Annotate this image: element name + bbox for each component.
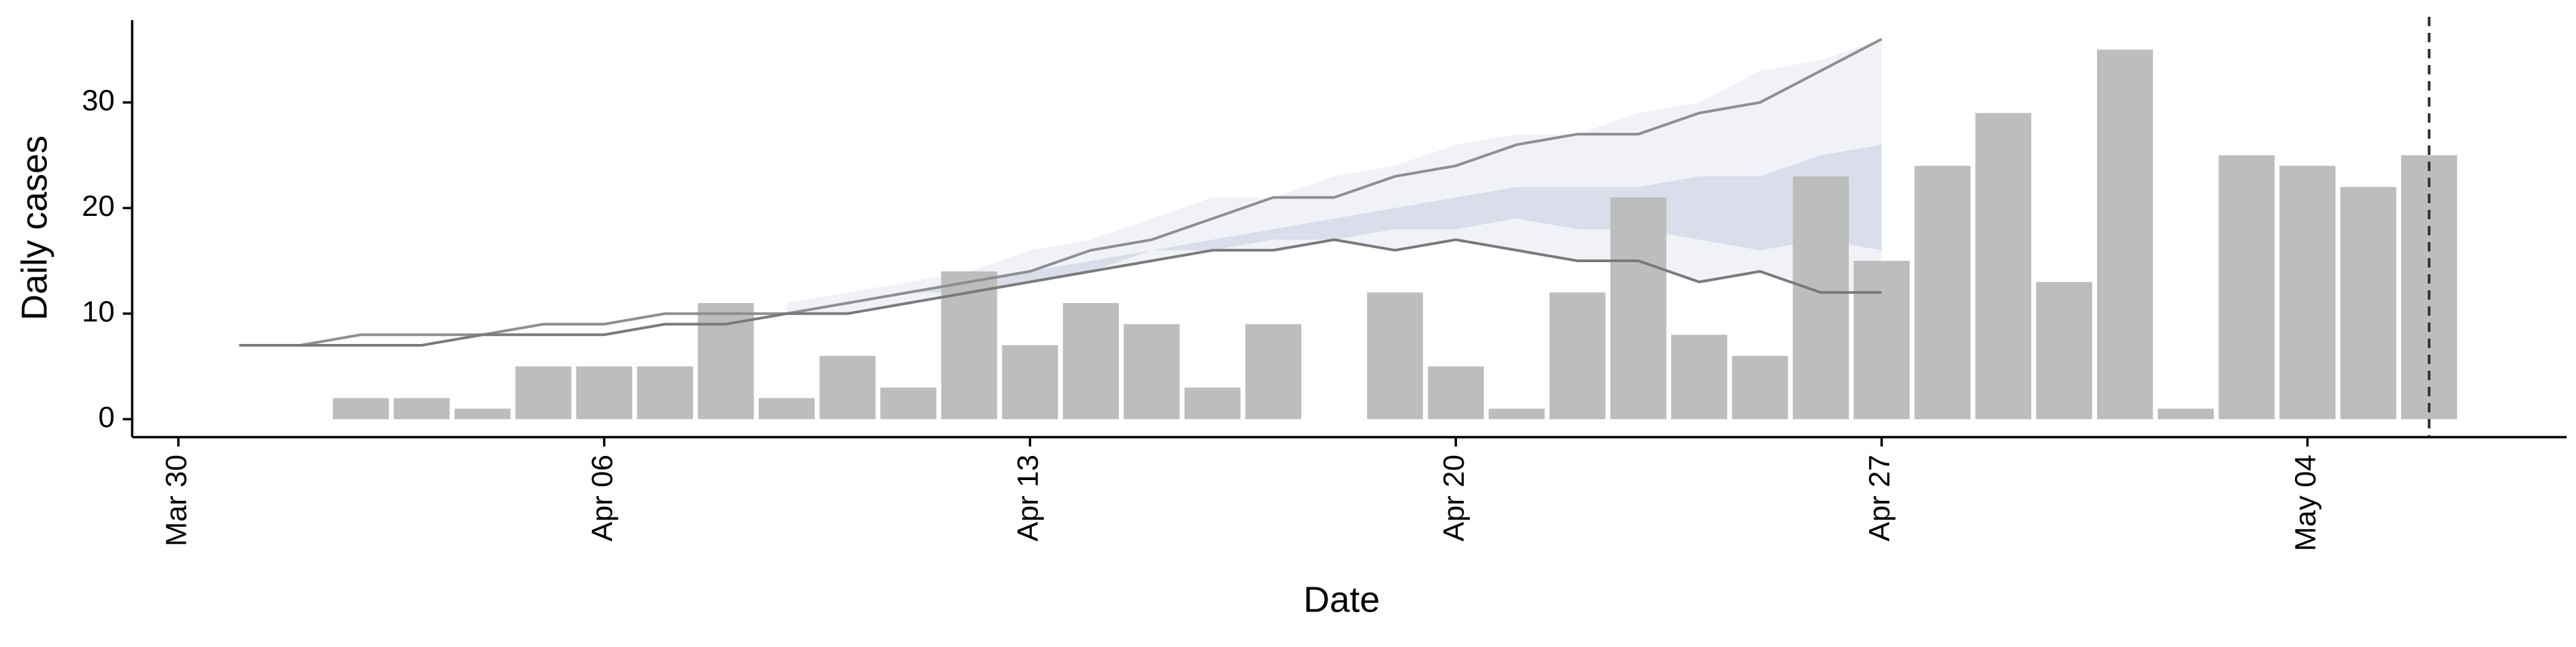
bar bbox=[880, 387, 936, 420]
x-tick-label: Apr 06 bbox=[586, 455, 619, 542]
bar bbox=[2036, 282, 2092, 420]
bar bbox=[1428, 366, 1484, 420]
bar bbox=[1063, 303, 1119, 420]
bar bbox=[1184, 387, 1241, 420]
bar bbox=[393, 398, 450, 420]
line bbox=[239, 38, 1882, 347]
bar bbox=[819, 355, 876, 420]
bar bbox=[759, 398, 815, 420]
x-tick-label: Mar 30 bbox=[160, 455, 193, 546]
x-tick-label: Apr 13 bbox=[1012, 455, 1044, 542]
bar bbox=[333, 398, 389, 420]
bar bbox=[2157, 408, 2214, 420]
bar bbox=[1549, 292, 1606, 420]
bar bbox=[1854, 261, 1910, 420]
bar bbox=[1124, 324, 1180, 420]
bar bbox=[454, 408, 511, 420]
y-tick-label: 20 bbox=[82, 190, 115, 223]
bar bbox=[2096, 50, 2153, 420]
bar bbox=[2340, 186, 2397, 420]
y-tick-label: 30 bbox=[82, 84, 115, 117]
x-axis-label: Date bbox=[1303, 579, 1380, 620]
y-tick-label: 0 bbox=[99, 401, 115, 434]
bar bbox=[1002, 345, 1059, 420]
bar bbox=[576, 366, 633, 420]
x-tick-label: Apr 27 bbox=[1864, 455, 1896, 542]
y-axis-label: Daily cases bbox=[14, 135, 54, 320]
bar bbox=[637, 366, 694, 420]
bar bbox=[1975, 113, 2032, 420]
band bbox=[786, 144, 1882, 314]
x-tick-label: May 04 bbox=[2289, 455, 2322, 551]
y-tick-label: 10 bbox=[82, 295, 115, 328]
bar bbox=[1245, 324, 1301, 420]
bar bbox=[698, 303, 754, 420]
band bbox=[786, 39, 1882, 314]
bar bbox=[1366, 292, 1424, 420]
bar bbox=[1792, 176, 1849, 420]
line bbox=[239, 238, 1882, 347]
bar bbox=[2279, 166, 2336, 420]
bar bbox=[1914, 166, 1971, 420]
bar bbox=[515, 366, 572, 420]
x-tick-label: Apr 20 bbox=[1438, 455, 1470, 542]
bar bbox=[2218, 155, 2275, 420]
bar bbox=[1671, 335, 1727, 420]
bar bbox=[1731, 355, 1788, 420]
bar bbox=[1610, 197, 1666, 420]
bar bbox=[1489, 408, 1545, 420]
